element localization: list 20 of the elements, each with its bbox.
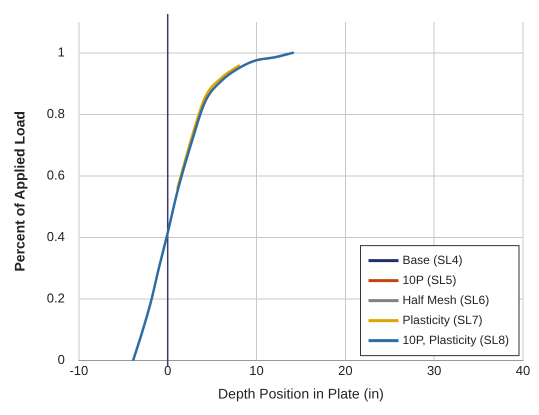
x-tick-label: 30 [426,362,442,378]
y-axis-title: Percent of Applied Load [11,111,28,272]
legend-label: Plasticity (SL7) [402,312,483,327]
y-tick-label: 1 [58,44,65,60]
y-tick-label: 0 [58,352,65,368]
legend-label: Half Mesh (SL6) [402,292,490,307]
y-tick-label: 0.6 [46,167,65,182]
x-tick-label: 40 [516,362,530,378]
x-tick-label: -10 [69,362,88,378]
line-series [132,52,294,361]
y-tick-label: 0.8 [46,106,65,121]
x-tick-label: 10 [249,362,264,378]
y-tick-label: 0.4 [46,229,65,244]
y-tick-label: 0.2 [46,290,65,306]
legend-label: Base (SL4) [402,252,463,267]
x-tick-label: 20 [338,362,353,378]
x-tick-label: 0 [164,362,172,378]
legend-label: 10P (SL5) [402,272,456,287]
x-axis-title: Depth Position in Plate (in) [218,385,384,402]
legend-label: 10P, Plasticity (SL8) [402,332,510,347]
